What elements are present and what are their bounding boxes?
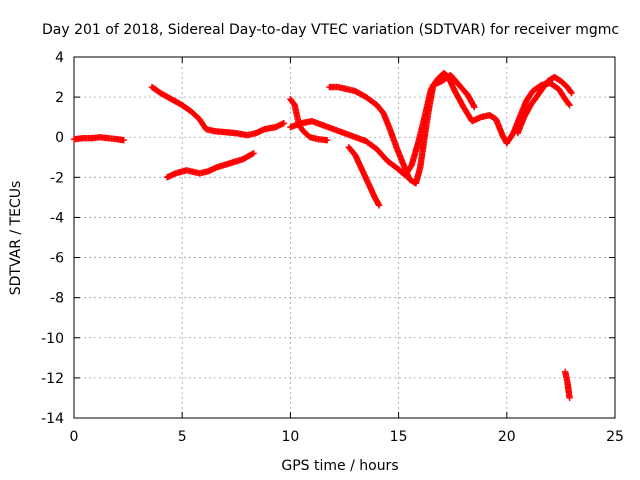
series-arc-1	[70, 134, 127, 144]
x-axis-title: GPS time / hours	[281, 458, 398, 474]
y-axis-title: SDTVAR / TECUs	[8, 181, 24, 296]
data-point	[471, 103, 478, 111]
y-tick-label: -12	[41, 371, 64, 387]
chart-title: Day 201 of 2018, Sidereal Day-to-day VTE…	[42, 22, 619, 38]
data-point	[250, 150, 257, 157]
y-tick-label: 4	[55, 50, 64, 66]
data-points	[70, 69, 575, 402]
data-point	[567, 88, 575, 96]
x-tick-label: 25	[606, 429, 624, 445]
x-tick-label: 10	[281, 429, 299, 445]
x-tick-label: 15	[390, 429, 408, 445]
data-point	[323, 137, 331, 144]
x-tick-label: 5	[178, 429, 187, 445]
x-axis-ticks: 0 5 10 15 20 25	[70, 57, 624, 445]
series-arc-7	[345, 144, 383, 209]
x-tick-label: 20	[498, 429, 516, 445]
series-arc-2	[148, 83, 288, 139]
data-point	[280, 119, 288, 127]
data-point	[566, 394, 573, 402]
y-tick-label: -8	[50, 291, 64, 307]
series-arc-5	[287, 69, 573, 179]
data-point	[375, 202, 383, 209]
y-tick-label: -2	[50, 170, 64, 186]
y-tick-label: -10	[41, 331, 64, 347]
series-arc-6	[326, 71, 478, 187]
data-point	[568, 89, 575, 97]
x-tick-label: 0	[70, 429, 79, 445]
data-point	[565, 100, 572, 108]
y-tick-label: -4	[50, 210, 64, 226]
y-tick-label: -14	[41, 411, 64, 427]
plot-frame	[73, 56, 616, 419]
y-tick-label: -6	[50, 251, 64, 267]
y-tick-label: 2	[55, 90, 64, 106]
series-arc-3	[163, 150, 257, 181]
data-point	[566, 101, 573, 109]
y-tick-label: 0	[55, 130, 64, 146]
data-point	[120, 137, 127, 144]
grid	[74, 57, 615, 418]
series-arc-9	[562, 368, 573, 402]
series-arc-8	[514, 73, 575, 137]
